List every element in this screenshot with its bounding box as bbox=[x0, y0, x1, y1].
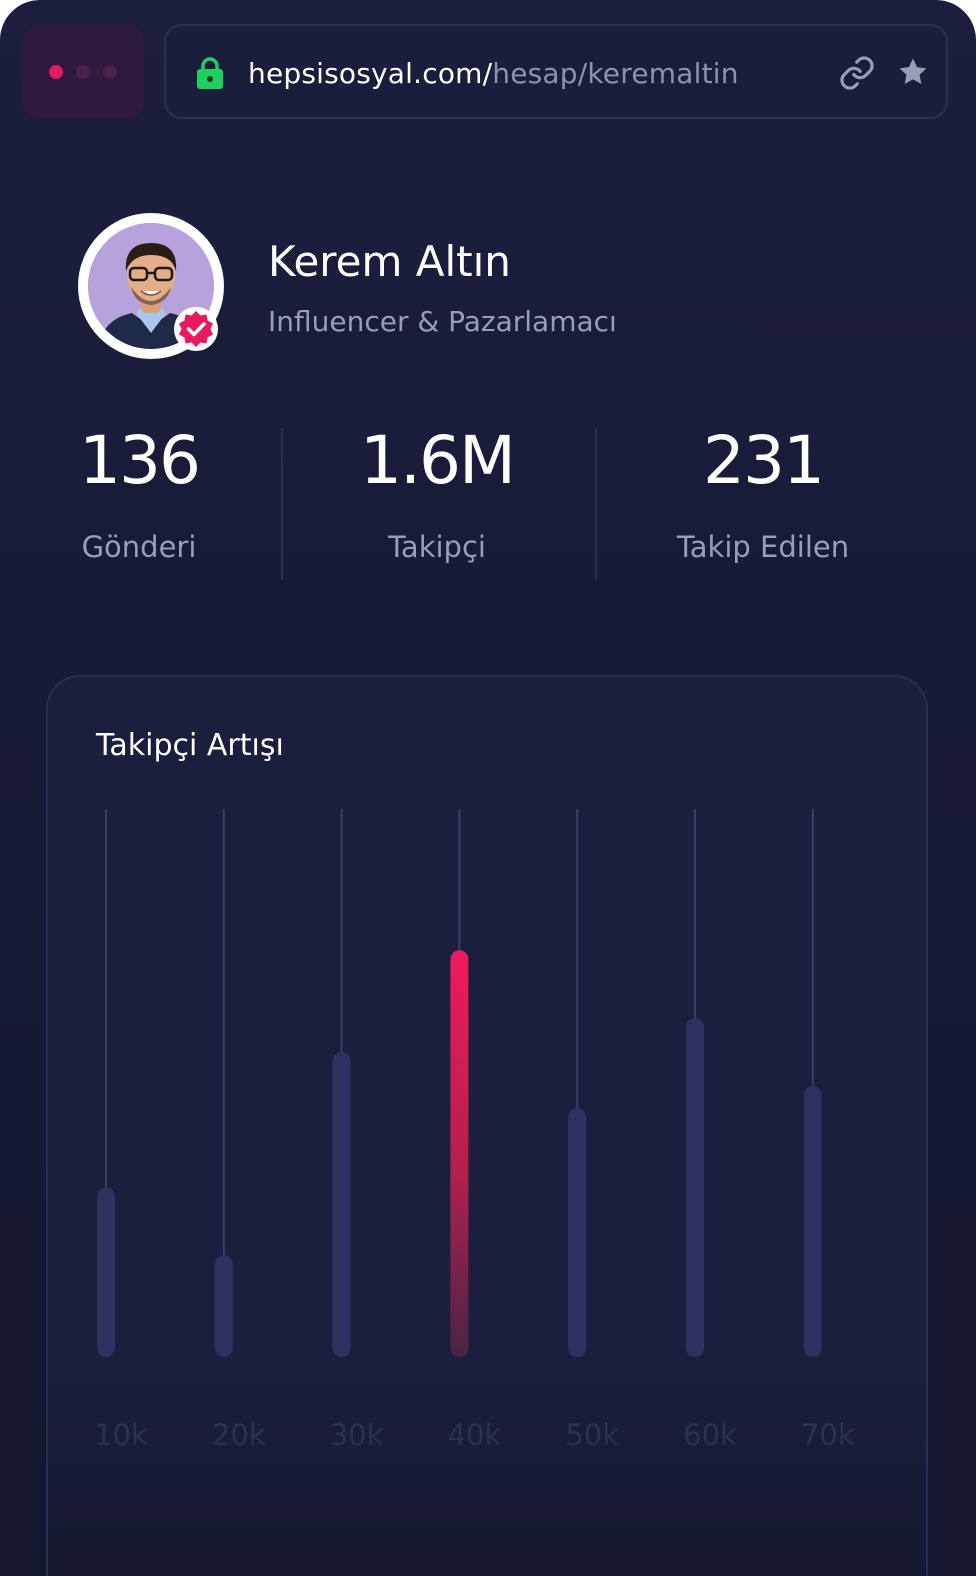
follower-growth-card: Takipçi Artışı 10k 20k 30k 40k 50k 60k 70k bbox=[46, 675, 928, 1576]
chart-bar-10k[interactable] bbox=[97, 1187, 115, 1357]
lock-icon bbox=[196, 56, 224, 94]
stat-posts-label[interactable]: Gönderi bbox=[81, 530, 197, 564]
window-dot-maximize[interactable] bbox=[103, 64, 117, 79]
profile-avatar[interactable] bbox=[78, 213, 224, 359]
follower-growth-chart: 10k 20k 30k 40k 50k 60k 70k bbox=[94, 809, 855, 1452]
card-title: Takipçi Artışı bbox=[96, 728, 284, 763]
profile-role: Influencer & Pazarlamacı bbox=[268, 305, 617, 338]
profile-name: Kerem Altın bbox=[268, 237, 511, 286]
chart-bar-70k[interactable] bbox=[803, 1085, 822, 1357]
chart-x-label: 40k bbox=[448, 1418, 502, 1452]
window-controls bbox=[22, 24, 144, 119]
chart-x-label: 10k bbox=[94, 1418, 148, 1452]
chart-x-label: 30k bbox=[330, 1418, 384, 1452]
chart-bar-40k[interactable] bbox=[450, 950, 469, 1357]
chart-bar-50k[interactable] bbox=[568, 1108, 587, 1357]
chart-x-label: 70k bbox=[801, 1418, 855, 1452]
address-bar[interactable]: hepsisosyal.com/hesap/keremaltin bbox=[164, 24, 948, 119]
stat-followers-label[interactable]: Takipçi bbox=[388, 530, 486, 564]
stat-following-label[interactable]: Takip Edilen bbox=[676, 530, 850, 564]
stat-following-value: 231 bbox=[703, 422, 825, 499]
stat-divider bbox=[595, 428, 597, 580]
url-text[interactable]: hepsisosyal.com/hesap/keremaltin bbox=[248, 56, 739, 92]
window-dot-close[interactable] bbox=[49, 64, 63, 79]
chart-bar-60k[interactable] bbox=[686, 1018, 704, 1357]
window-dot-minimize[interactable] bbox=[76, 64, 90, 79]
chart-bar-20k[interactable] bbox=[214, 1255, 233, 1357]
stat-divider bbox=[281, 428, 283, 580]
chart-x-label: 60k bbox=[683, 1418, 737, 1452]
url-path: hesap/keremaltin bbox=[492, 57, 739, 90]
chart-x-label: 50k bbox=[565, 1418, 619, 1452]
star-icon[interactable] bbox=[896, 55, 930, 93]
link-icon[interactable] bbox=[838, 54, 876, 96]
verified-badge-icon bbox=[173, 306, 219, 356]
chart-x-label: 20k bbox=[212, 1418, 266, 1452]
url-domain: hepsisosyal.com/ bbox=[248, 57, 493, 90]
chart-bar-30k[interactable] bbox=[332, 1051, 351, 1357]
stat-followers-value: 1.6M bbox=[360, 422, 516, 499]
stat-posts-value: 136 bbox=[79, 422, 201, 499]
